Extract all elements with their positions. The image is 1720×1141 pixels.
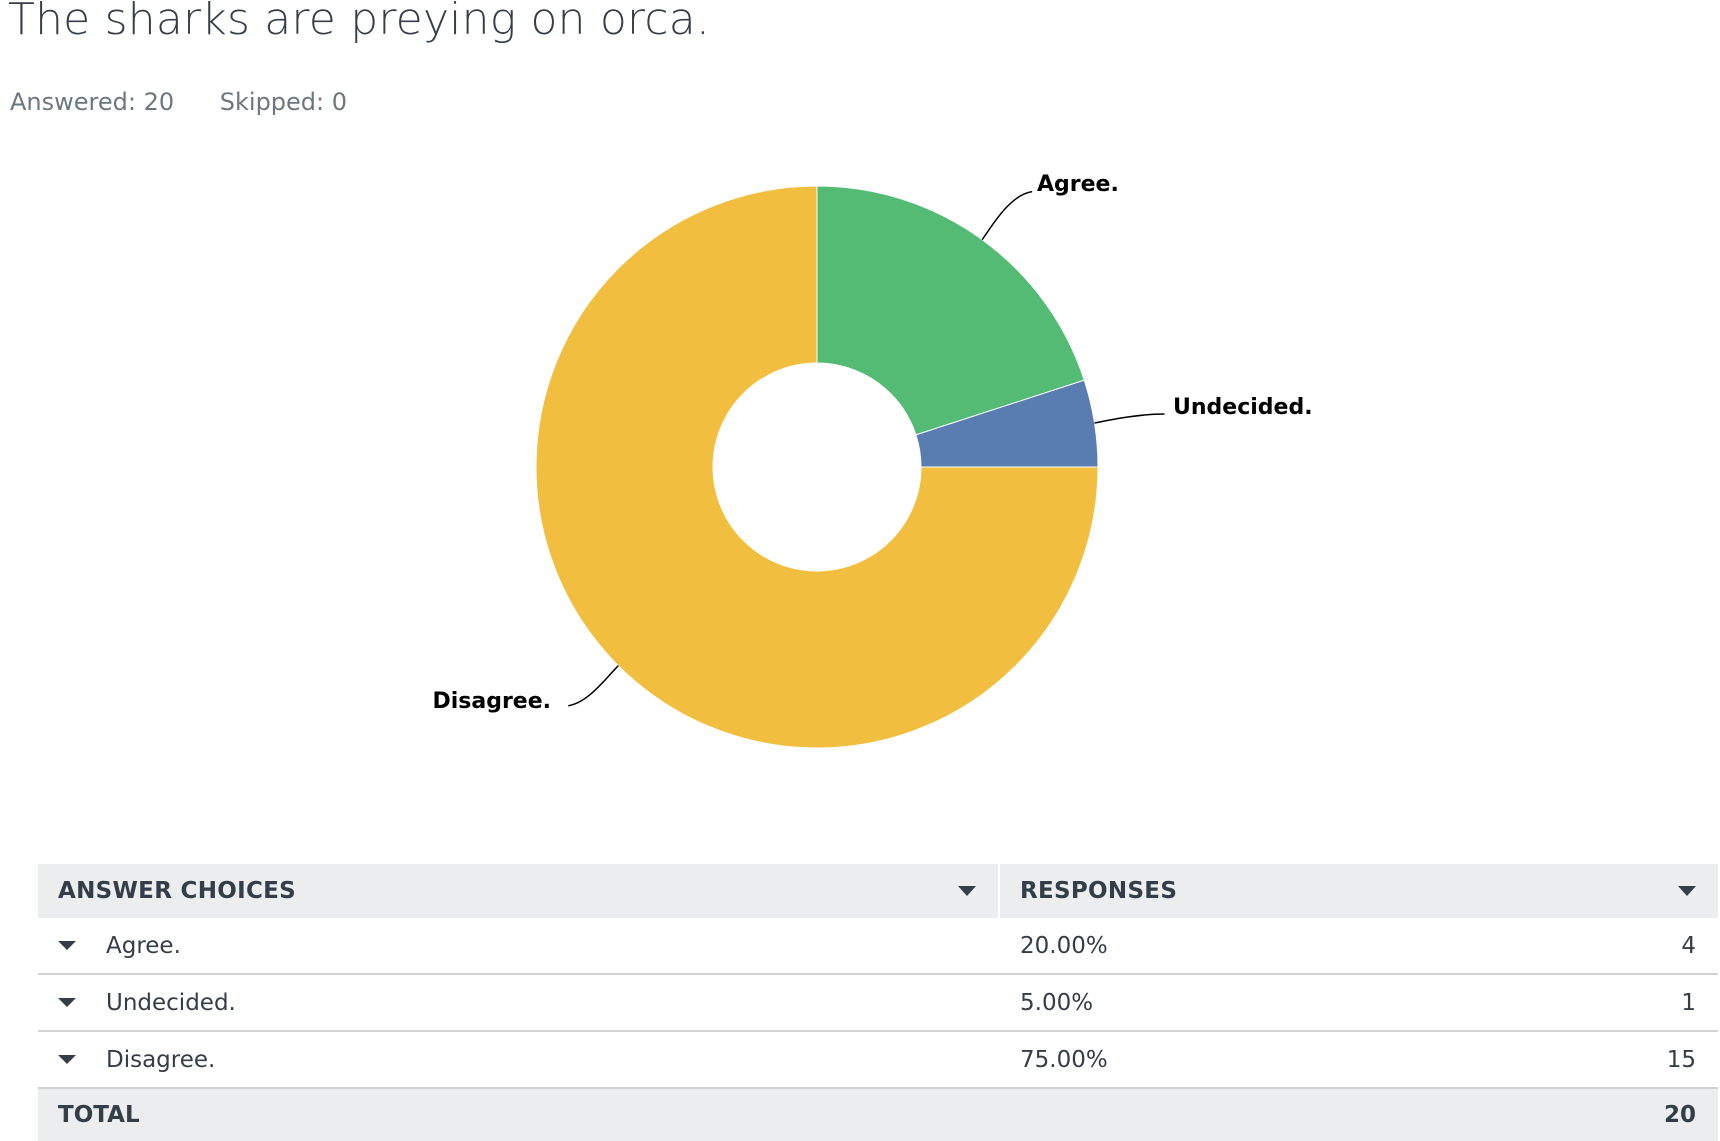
answered-count: Answered: 20 — [10, 88, 175, 116]
table-header: ANSWER CHOICES RESPONSES — [38, 864, 1718, 918]
slice-label: Disagree. — [432, 689, 551, 714]
total-value: 20 — [1663, 1102, 1696, 1128]
answer-choice-cell: Agree. — [38, 933, 1000, 959]
question-title: The sharks are preying on orca. — [8, 0, 711, 45]
donut-chart: Agree. Undecided. Disagree. — [432, 172, 1313, 749]
answer-choices-header[interactable]: ANSWER CHOICES — [38, 864, 998, 918]
table-row: Undecided. 5.00% 1 — [38, 975, 1718, 1032]
slice-label: Agree. — [1037, 172, 1119, 197]
slice-agree[interactable] — [816, 185, 1085, 436]
answer-choice-label: Agree. — [106, 932, 181, 959]
total-label: TOTAL — [58, 1102, 140, 1128]
expand-caret-icon[interactable] — [58, 1055, 76, 1064]
skipped-count: Skipped: 0 — [219, 88, 348, 116]
responses-header[interactable]: RESPONSES — [1000, 864, 1718, 918]
table-row: Agree. 20.00% 4 — [38, 918, 1718, 975]
expand-caret-icon[interactable] — [58, 998, 76, 1007]
response-percent: 20.00% — [1020, 932, 1108, 959]
response-percent: 75.00% — [1020, 1046, 1108, 1073]
sort-caret-icon[interactable] — [1678, 886, 1696, 896]
answer-choice-label: Disagree. — [106, 1046, 216, 1073]
leader-line — [568, 665, 619, 707]
response-count: 15 — [1666, 1046, 1696, 1073]
answer-choices-header-label: ANSWER CHOICES — [58, 878, 297, 904]
total-row: TOTAL 20 — [38, 1089, 1718, 1141]
response-table: ANSWER CHOICES RESPONSES Agree. 20.00% 4… — [38, 864, 1718, 1141]
leader-line — [981, 190, 1033, 241]
responses-header-label: RESPONSES — [1020, 878, 1178, 904]
response-count: 4 — [1681, 932, 1696, 959]
answer-choice-label: Undecided. — [106, 989, 236, 1016]
table-row: Disagree. 75.00% 15 — [38, 1032, 1718, 1089]
expand-caret-icon[interactable] — [58, 941, 76, 950]
answer-choice-cell: Disagree. — [38, 1047, 1000, 1073]
answer-choice-cell: Undecided. — [38, 990, 1000, 1016]
response-count: 1 — [1681, 989, 1696, 1016]
slice-label: Undecided. — [1173, 395, 1313, 420]
leader-line — [1094, 413, 1165, 424]
response-percent: 5.00% — [1020, 989, 1094, 1016]
sort-caret-icon[interactable] — [958, 886, 976, 896]
response-stats: Answered: 20 Skipped: 0 — [10, 88, 385, 116]
slice-disagree[interactable] — [535, 185, 1099, 749]
